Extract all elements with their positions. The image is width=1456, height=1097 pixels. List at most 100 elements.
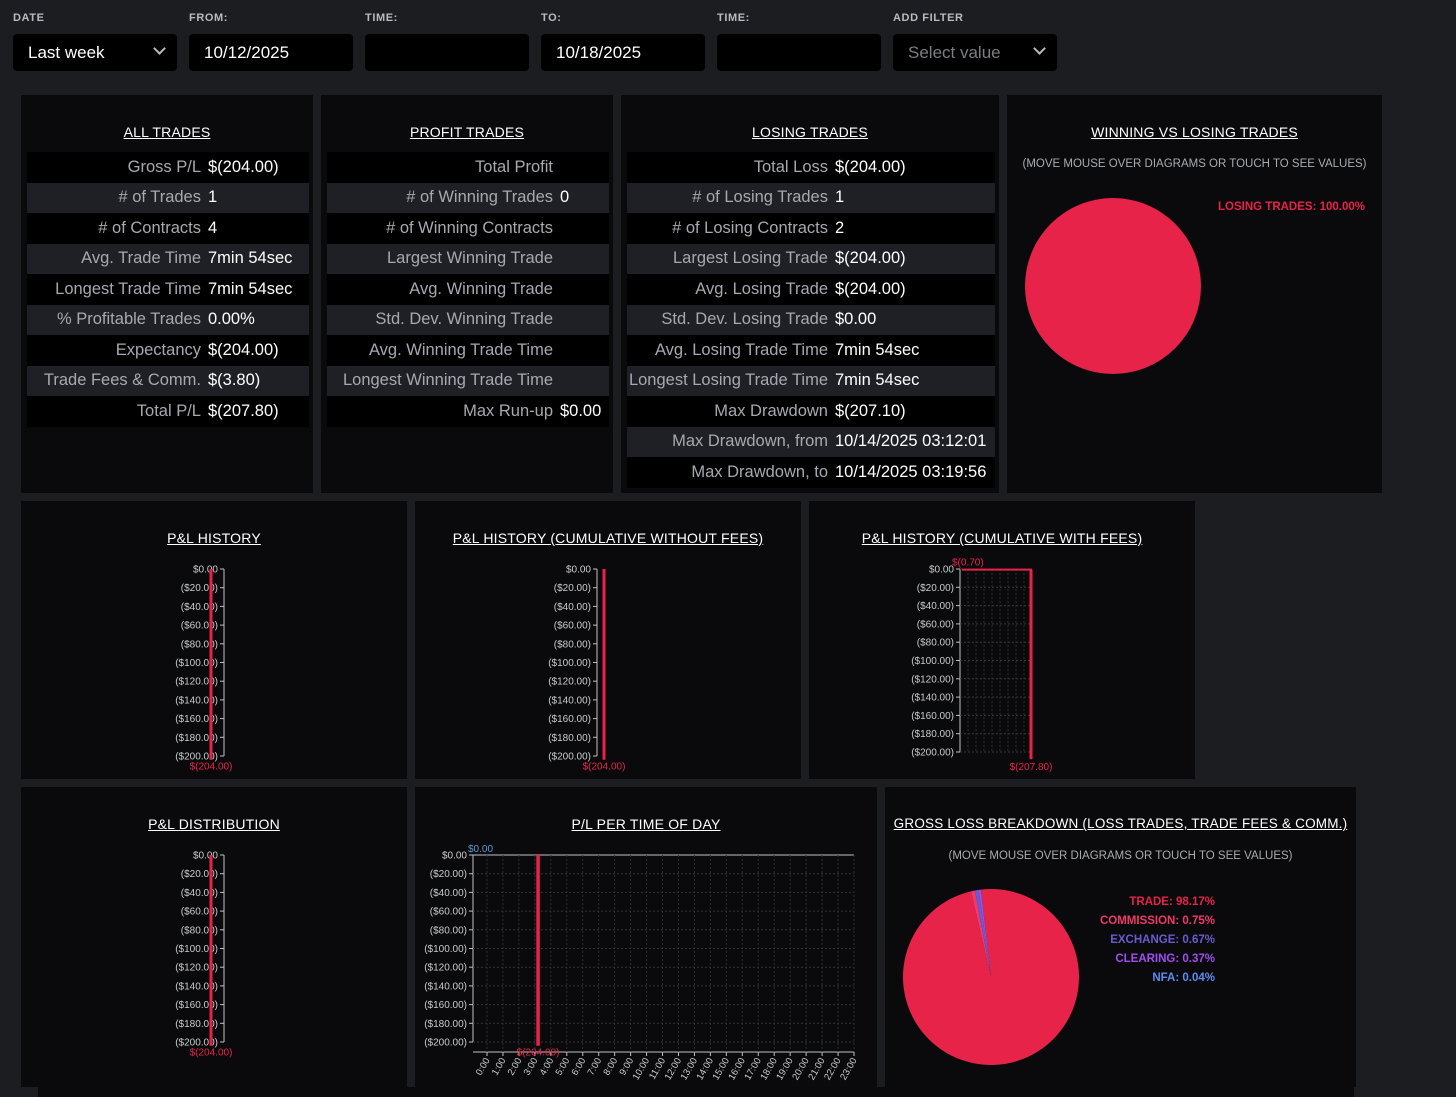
stat-label: # of Winning Contracts: [327, 213, 560, 244]
y-tick-label: ($180.00): [175, 1019, 218, 1030]
win-loss-hint: (MOVE MOUSE OVER DIAGRAMS OR TOUCH TO SE…: [1022, 158, 1367, 170]
y-tick-label: ($60.00): [554, 621, 591, 632]
x-tick-label: 23:00: [838, 1056, 859, 1082]
gross-loss-legend: TRADE: 98.17% COMMISSION: 0.75% EXCHANGE…: [1100, 893, 1215, 988]
stat-label: Total Loss: [627, 152, 835, 183]
from-date-input[interactable]: 10/12/2025: [189, 34, 353, 71]
add-filter-select[interactable]: Select value: [893, 34, 1057, 71]
stat-label: # of Losing Contracts: [627, 213, 835, 244]
losing-trades-table: Total Loss $(204.00) # of Losing Trades 1 # …: [627, 152, 995, 488]
to-time-input[interactable]: [717, 34, 881, 71]
date-label: DATE: [13, 12, 45, 24]
stat-label: Avg. Losing Trade: [627, 274, 835, 305]
stat-value: 1: [208, 182, 309, 213]
all-trades-title: ALL TRADES: [123, 124, 211, 140]
y-tick-label: $0.00: [442, 851, 467, 862]
pie-slice-clearing[interactable]: [978, 889, 991, 977]
stat-value: [560, 304, 609, 335]
y-tick-label: ($120.00): [911, 674, 954, 685]
pl-cum-no-fees-chart[interactable]: $0.00 ($20.00) ($40.00) ($60.00) ($80.00) ($1…: [415, 501, 801, 779]
x-tick-label: 0:00: [474, 1056, 493, 1078]
win-loss-panel: WINNING VS LOSING TRADES (MOVE MOUSE OVE…: [1007, 95, 1382, 493]
y-tick-label: ($120.00): [424, 963, 467, 974]
stat-row: # of Losing Trades 1: [627, 182, 995, 213]
stat-row: # of Trades 1: [27, 182, 309, 213]
stat-row: Max Run-up $0.00: [327, 396, 609, 427]
stat-row: Avg. Winning Trade: [327, 274, 609, 305]
y-tick-label: ($80.00): [554, 639, 591, 650]
y-tick-label: ($160.00): [911, 711, 954, 722]
to-date-input[interactable]: 10/18/2025: [541, 34, 705, 71]
date-select[interactable]: Last week: [13, 34, 177, 71]
y-tick-label: ($140.00): [911, 693, 954, 704]
legend-nfa: NFA: 0.04%: [1152, 972, 1215, 984]
pie-slice-commission[interactable]: [970, 890, 991, 977]
stat-row: # of Contracts 4: [27, 213, 309, 244]
stat-value: $(204.00): [835, 152, 995, 183]
y-tick-label: ($60.00): [181, 621, 218, 632]
win-loss-pie[interactable]: [1024, 197, 1202, 375]
all-trades-table: Gross P/L $(204.00) # of Trades 1 # of Contr…: [27, 152, 309, 427]
all-trades-panel: ALL TRADES Gross P/L $(204.00) # of Trades…: [21, 95, 313, 493]
stat-row: Expectancy $(204.00): [27, 335, 309, 366]
stat-row: Max Drawdown, to 10/14/2025 03:19:56: [627, 457, 995, 488]
gross-loss-pie[interactable]: [902, 888, 1080, 1066]
pie-slice-nfa[interactable]: [980, 889, 991, 977]
pie-slice-losing-trades[interactable]: [1025, 198, 1201, 374]
pl-history-chart[interactable]: $0.00 ($20.00) ($40.00) ($60.00) ($80.00) ($1…: [21, 501, 407, 779]
gross-loss-title: GROSS LOSS BREAKDOWN (LOSS TRADES, TRADE…: [893, 816, 1348, 831]
y-tick-label: ($100.00): [175, 658, 218, 669]
pl-cum-no-fees-title: P&L HISTORY (CUMULATIVE WITHOUT FEES): [452, 530, 764, 546]
stat-row: % Profitable Trades 0.00%: [27, 304, 309, 335]
stat-label: Max Run-up: [327, 396, 560, 427]
y-tick-label: ($100.00): [548, 658, 591, 669]
stat-value: 7min 54sec: [835, 365, 995, 396]
pie-slice-exchange[interactable]: [974, 889, 991, 977]
losing-trades-title: LOSING TRADES: [752, 124, 868, 140]
pl-cum-fees-panel: P&L HISTORY (CUMULATIVE WITH FEES) $0.00…: [809, 501, 1195, 779]
stat-value: $0.00: [835, 304, 995, 335]
stat-row: Max Drawdown, from 10/14/2025 03:12:01: [627, 426, 995, 457]
bar-value-label: $(204.00): [190, 762, 233, 773]
y-tick-label: ($160.00): [175, 714, 218, 725]
date-select-value: Last week: [28, 43, 105, 62]
legend-losing-trades: LOSING TRADES: 100.00%: [1218, 201, 1365, 213]
point-value-label: $(207.80): [1010, 762, 1053, 773]
pl-distribution-chart[interactable]: $0.00 ($20.00) ($40.00) ($60.00) ($80.00) ($1…: [21, 787, 407, 1087]
stat-label: # of Contracts: [27, 213, 208, 244]
pl-distribution-panel: P&L DISTRIBUTION $0.00 ($20.00) ($40.00) ($…: [21, 787, 407, 1087]
to-time-filter: TIME:: [717, 12, 881, 71]
stat-row: # of Winning Trades 0: [327, 182, 609, 213]
stat-label: Max Drawdown, to: [627, 457, 835, 488]
from-filter: FROM: 10/12/2025: [189, 12, 353, 71]
y-tick-label: ($120.00): [175, 677, 218, 688]
x-tick-label: 5:00: [554, 1056, 573, 1078]
stat-label: Avg. Losing Trade Time: [627, 335, 835, 366]
stat-label: Std. Dev. Winning Trade: [327, 304, 560, 335]
date-filter: DATE Last week: [13, 12, 177, 71]
from-time-input[interactable]: [365, 34, 529, 71]
pl-cum-no-fees-panel: P&L HISTORY (CUMULATIVE WITHOUT FEES) $0…: [415, 501, 801, 779]
y-tick-label: ($120.00): [175, 963, 218, 974]
top-value-label: $0.00: [468, 844, 493, 855]
stat-row: Gross P/L $(204.00): [27, 152, 309, 183]
stat-label: Trade Fees & Comm.: [27, 365, 208, 396]
to-filter: TO: 10/18/2025: [541, 12, 705, 71]
profit-trades-title: PROFIT TRADES: [409, 124, 525, 140]
y-tick-label: ($80.00): [917, 638, 954, 649]
from-time-label: TIME:: [365, 12, 398, 24]
stat-value: 7min 54sec: [208, 243, 309, 274]
x-tick-label: 1:00: [490, 1056, 509, 1078]
pl-time-of-day-chart[interactable]: $0.00 ($20.00) ($40.00) ($60.00) ($80.00) ($1…: [415, 787, 877, 1087]
stat-value: $0.00: [560, 396, 609, 427]
pl-cum-fees-chart[interactable]: $0.00 ($20.00) ($40.00) ($60.00) ($80.00) ($1…: [809, 501, 1195, 779]
y-tick-label: ($100.00): [911, 656, 954, 667]
add-filter-label: ADD FILTER: [893, 12, 964, 24]
stat-label: Longest Trade Time: [27, 274, 208, 305]
stat-value: [560, 335, 609, 366]
y-tick-label: ($80.00): [181, 925, 218, 936]
stat-row: Total P/L $(207.80): [27, 396, 309, 427]
stat-value: 0.00%: [208, 304, 309, 335]
y-tick-label: ($180.00): [424, 1019, 467, 1030]
x-tick-label: 4:00: [538, 1056, 557, 1078]
